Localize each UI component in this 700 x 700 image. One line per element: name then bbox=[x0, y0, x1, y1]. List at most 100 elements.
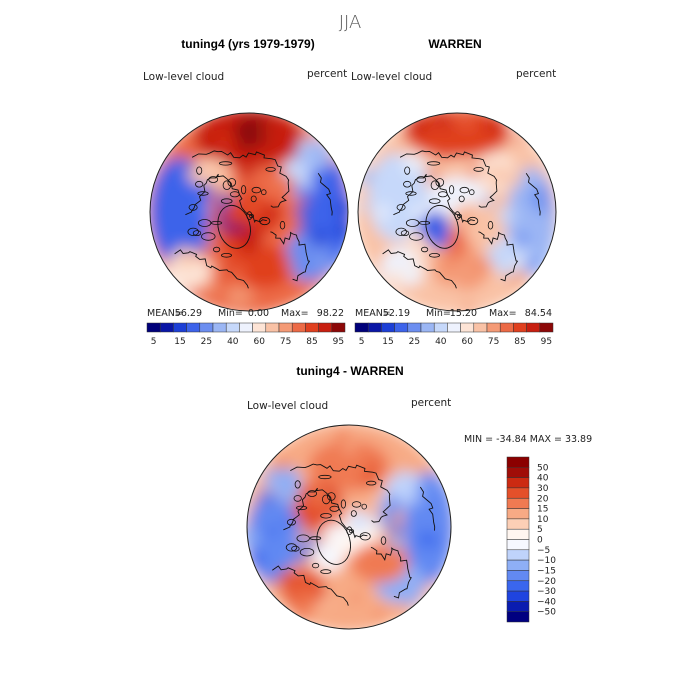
colorbar-tick-label: 75 bbox=[488, 337, 499, 347]
field-speckle bbox=[387, 204, 402, 220]
coastline bbox=[317, 172, 333, 216]
field-speckle bbox=[226, 287, 243, 304]
panel-model-max: 98.22 bbox=[317, 308, 344, 319]
colorbar-tick-label: −30 bbox=[537, 587, 556, 597]
field-patch bbox=[150, 157, 210, 267]
field-speckle bbox=[287, 168, 297, 179]
coastline bbox=[382, 249, 457, 289]
colorbar-swatch bbox=[212, 322, 227, 333]
colorbar-tick-label: 60 bbox=[253, 337, 265, 347]
panel-model-map-border bbox=[149, 112, 349, 312]
island-coast bbox=[405, 219, 420, 227]
field-speckle bbox=[325, 503, 337, 515]
colorbar-tick-label: −5 bbox=[537, 546, 550, 556]
field-speckle bbox=[524, 256, 539, 271]
field-speckle bbox=[239, 165, 255, 180]
island-coast bbox=[340, 499, 346, 509]
colorbar-swatch bbox=[506, 498, 530, 509]
field-speckle bbox=[198, 202, 212, 215]
field-speckle bbox=[275, 175, 287, 187]
field-speckle bbox=[310, 229, 328, 247]
field-speckle bbox=[509, 130, 518, 139]
colorbar-tick-label: 5 bbox=[359, 337, 365, 347]
island-coast bbox=[396, 204, 406, 211]
field-speckle bbox=[428, 170, 440, 181]
field-speckle bbox=[449, 248, 462, 260]
field-speckle bbox=[290, 439, 307, 455]
field-speckle bbox=[286, 585, 296, 595]
field-speckle bbox=[326, 164, 337, 174]
field-speckle bbox=[354, 516, 364, 525]
greenland-coast bbox=[425, 204, 459, 249]
greenland-coast bbox=[217, 204, 251, 249]
coastline bbox=[370, 546, 412, 599]
colorbar-swatch bbox=[506, 590, 530, 602]
colorbar-swatch bbox=[199, 322, 214, 333]
field-speckle bbox=[515, 208, 534, 227]
colorbar-tick-label: 40 bbox=[227, 337, 239, 347]
field-speckle bbox=[511, 146, 533, 168]
panel-obs-mean-label: MEAN= bbox=[355, 308, 391, 319]
island-coast bbox=[456, 213, 462, 219]
island-coast bbox=[265, 167, 276, 172]
panel-obs-map bbox=[358, 113, 556, 311]
colorbar-swatch bbox=[460, 322, 475, 333]
colorbar-tick-label: 5 bbox=[151, 337, 157, 347]
field-speckle bbox=[378, 564, 392, 577]
field-speckle bbox=[200, 163, 210, 173]
colorbar-tick-label: 40 bbox=[537, 474, 549, 484]
island-coast bbox=[380, 536, 387, 545]
island-coast bbox=[437, 191, 448, 198]
colorbar-swatch bbox=[394, 322, 409, 333]
colorbar-tick-label: 30 bbox=[537, 484, 549, 494]
island-coast bbox=[213, 246, 221, 253]
panel-diff: tuning4 - WARREN Low-level cloud percent… bbox=[246, 364, 592, 630]
island-coast bbox=[366, 480, 377, 486]
colorbar-swatch bbox=[291, 322, 306, 333]
colorbar-swatch bbox=[506, 570, 530, 581]
colorbar-swatch bbox=[499, 322, 514, 333]
coastline bbox=[174, 249, 249, 289]
colorbar-swatch bbox=[252, 322, 267, 333]
field-speckle bbox=[431, 252, 449, 269]
field-speckle bbox=[159, 222, 172, 235]
island-coast bbox=[322, 494, 331, 505]
island-coast bbox=[293, 495, 302, 502]
field-speckle bbox=[295, 184, 310, 199]
island-coast bbox=[405, 191, 417, 196]
field-patch bbox=[351, 542, 409, 584]
island-coast bbox=[220, 198, 233, 204]
panel-model-min: 0.00 bbox=[248, 308, 269, 319]
field-speckle bbox=[168, 255, 180, 267]
island-coast bbox=[195, 180, 204, 188]
island-coast bbox=[196, 166, 203, 175]
island-coast bbox=[469, 189, 475, 196]
colorbar-swatch bbox=[473, 322, 488, 333]
colorbar-swatch bbox=[506, 508, 530, 520]
panel-diff-map-border bbox=[246, 424, 452, 630]
island-coast bbox=[459, 186, 470, 194]
field-speckle bbox=[297, 218, 316, 237]
island-coast bbox=[320, 513, 332, 519]
coastline bbox=[270, 231, 311, 282]
field-speckle bbox=[462, 118, 473, 129]
island-coast bbox=[187, 227, 199, 236]
panel-model-map bbox=[150, 113, 348, 311]
colorbar-swatch bbox=[506, 539, 530, 551]
panel-obs-title: WARREN bbox=[428, 37, 481, 51]
island-coast bbox=[294, 480, 301, 489]
colorbar-tick-label: 95 bbox=[541, 337, 552, 347]
colorbar-tick-label: 95 bbox=[333, 337, 344, 347]
colorbar-tick-label: 75 bbox=[280, 337, 291, 347]
field-speckle bbox=[308, 167, 327, 186]
colorbar-tick-label: 5 bbox=[537, 525, 543, 535]
field-speckle bbox=[513, 232, 530, 248]
field-speckle bbox=[335, 577, 350, 592]
island-coast bbox=[299, 548, 315, 557]
coastline bbox=[191, 150, 290, 208]
field-speckle bbox=[239, 138, 253, 153]
greenland-coast bbox=[316, 519, 351, 565]
island-coast bbox=[426, 161, 441, 166]
coastline bbox=[290, 463, 391, 523]
